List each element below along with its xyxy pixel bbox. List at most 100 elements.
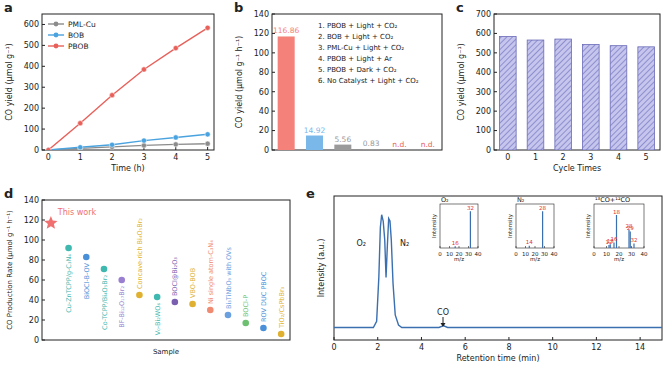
y-tick [42,108,45,109]
x-tick-label: 14 [635,343,645,352]
bar [583,45,600,150]
y-tick [42,300,45,301]
y-tick [272,14,275,15]
x-tick-label: 0 [438,251,442,257]
x-tick-label: 4 [173,153,178,162]
figure: 0100200300400500600012345Time (h)CO yiel… [0,0,670,367]
y-tick-label: 80 [29,256,39,265]
data-label: 14.92 [304,126,326,135]
point [109,93,114,98]
x-tick-label: 2 [561,153,566,162]
y-tick [272,150,275,151]
y-tick [494,130,497,131]
y-tick [42,260,45,261]
sample-label: Ni single atom-C₃N₄ [207,240,215,304]
x-tick [478,246,479,248]
x-tick [525,246,526,248]
arrow-head [441,323,446,327]
x-tick [619,246,620,248]
x-tick [459,246,460,248]
condition: 6. No Catalyst + Light + CO₂ [318,77,419,85]
point [136,292,143,299]
point [83,254,90,261]
annotations: O₂N₂CO [356,239,448,327]
panel-label: d [4,186,13,201]
y-tick [272,111,275,112]
y-tick-label: 0 [34,336,39,345]
point [173,142,178,147]
panel-label: c [456,0,464,15]
sample-label: Co-TCPP/Bi₄O₅Br₂ [101,275,109,330]
x-tick-label: 30 [541,251,548,257]
legend-marker [54,44,59,49]
peak-label: N₂ [400,239,409,248]
x-label: Sample [153,348,179,356]
x-tick-label: 3 [588,153,593,162]
point [141,143,146,148]
x-tick [468,246,469,248]
point [173,135,178,140]
peak-label: CO [437,308,449,317]
y-tick-label: 700 [476,10,491,19]
x-label: m/z [614,256,624,262]
x-tick [175,147,176,150]
x-tick-label: 10 [446,251,453,257]
bar [334,145,351,150]
point [154,294,161,301]
x-tick-label: 10 [548,343,558,352]
plot-area [44,216,284,337]
x-tick [449,246,450,248]
y-tick-label: 200 [24,104,39,113]
x-label: Time (h) [110,164,144,173]
y-tick [494,91,497,92]
y-tick-label: 60 [259,88,269,97]
x-tick-label: 30 [628,251,635,257]
x-tick [544,246,545,248]
point [205,25,210,30]
x-tick-label: 8 [506,343,511,352]
y-tick-label: 100 [476,126,491,135]
x-tick [465,337,466,340]
y-tick [494,111,497,112]
point [141,67,146,72]
mz-label: 18 [613,209,620,215]
axes: 010203040m/zIntensityN₂ [507,196,558,262]
condition: 5. PBOB + Dark + CO₂ [318,66,397,74]
mz-labels: 12131618282932 [606,209,638,245]
sample-label: ROV DUC PBOC [260,271,268,322]
x-tick [552,337,553,340]
point [118,277,125,284]
x-tick-label: 6 [463,343,468,352]
y-tick-label: 40 [259,107,269,116]
y-tick [42,320,45,321]
sample-label: VBO-BOB [189,268,197,298]
stem [633,244,634,248]
condition: 1. PBOB + Light + CO₂ [318,22,398,30]
data-label: n.d. [392,140,406,149]
x-tick [377,337,378,340]
point [242,320,249,327]
y-tick-label: 100 [254,49,269,58]
legend-marker [54,22,59,27]
bar [363,149,380,150]
inset-title: ¹³CO+¹²CO [595,196,630,204]
y-tick-label: 20 [259,126,269,135]
condition: 4. PBOB + Light + Ar [318,55,392,63]
plot-area [278,36,380,150]
stem [455,246,456,248]
y-tick [42,200,45,201]
sample-label: Cu-ZnTCPP/g-C₃N₄ [65,254,73,313]
x-tick [516,246,517,248]
frame [42,14,214,150]
mz-labels: 1428 [526,205,547,245]
y-tick-label: 200 [476,107,491,116]
x-tick [508,337,509,340]
axes: 0100200300400500600700Cycle TimesCO yiel… [456,0,660,173]
mz-label: 14 [526,239,533,245]
y-tick-label: 60 [29,276,39,285]
x-tick-label: 0 [46,153,51,162]
legend: PML-CuBOBPBOB [48,20,96,51]
point [78,145,83,150]
point [172,299,179,306]
frame [272,14,442,150]
